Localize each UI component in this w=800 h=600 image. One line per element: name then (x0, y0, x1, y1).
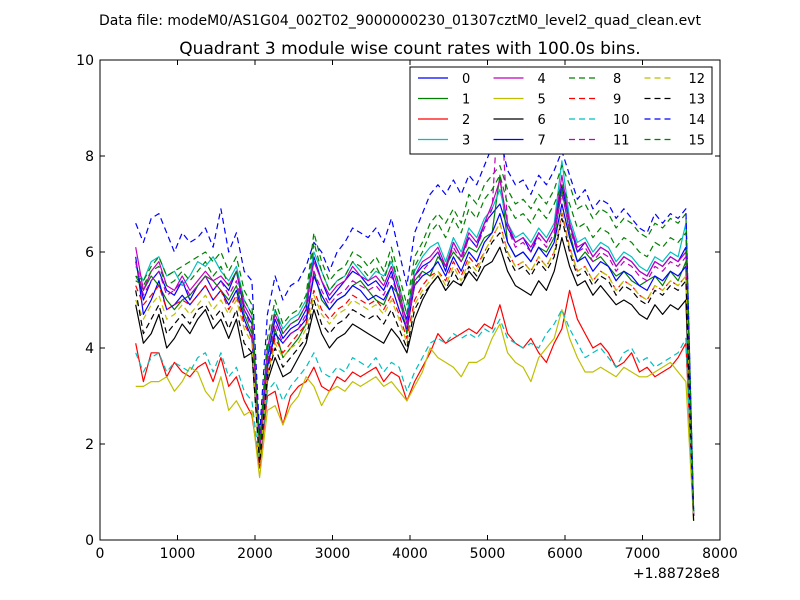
legend-label-4: 4 (538, 72, 546, 87)
y-tick-label: 10 (76, 53, 94, 69)
y-tick-label: 8 (85, 149, 94, 165)
series-line-13 (135, 217, 695, 517)
x-tick-label: 5000 (470, 546, 506, 562)
legend-label-7: 7 (538, 134, 546, 149)
x-tick-label: 0 (96, 546, 105, 562)
legend-label-14: 14 (689, 113, 706, 128)
y-tick-label: 2 (85, 437, 94, 453)
legend-label-0: 0 (462, 72, 470, 87)
series-line-5 (135, 309, 695, 521)
x-tick-label: 4000 (392, 546, 428, 562)
legend-label-8: 8 (613, 72, 621, 87)
legend-label-5: 5 (538, 93, 546, 108)
x-tick-label: 2000 (237, 546, 273, 562)
legend-label-9: 9 (613, 93, 621, 108)
series-line-10 (135, 309, 695, 517)
series-line-4 (135, 174, 695, 517)
series-line-3 (135, 160, 695, 512)
series-line-1 (135, 174, 695, 512)
legend-label-10: 10 (613, 113, 630, 128)
y-tick-label: 0 (85, 533, 94, 549)
y-tick-label: 6 (85, 245, 94, 261)
legend-label-11: 11 (613, 134, 630, 149)
x-tick-label: 1000 (160, 546, 196, 562)
x-offset-label: +1.88728e8 (633, 566, 720, 582)
x-tick-label: 7000 (625, 546, 661, 562)
series-line-14 (135, 136, 695, 512)
series-line-15 (135, 174, 695, 512)
legend-label-6: 6 (538, 113, 546, 128)
legend-box (409, 66, 713, 155)
chart-title: Quadrant 3 module wise count rates with … (179, 39, 640, 59)
series-lines (135, 78, 695, 521)
legend-label-13: 13 (689, 93, 706, 108)
series-line-6 (135, 237, 695, 521)
legend-label-2: 2 (462, 113, 470, 128)
series-line-0 (135, 184, 695, 517)
legend-label-15: 15 (689, 134, 706, 149)
y-tick-label: 4 (85, 341, 94, 357)
legend-label-3: 3 (462, 134, 470, 149)
series-line-9 (135, 213, 695, 517)
x-tick-label: 6000 (547, 546, 583, 562)
legend-label-1: 1 (462, 93, 470, 108)
x-tick-label: 3000 (315, 546, 351, 562)
figure-suptitle: Data file: modeM0/AS1G04_002T02_90000002… (99, 13, 701, 29)
series-line-2 (135, 289, 695, 517)
legend-label-12: 12 (689, 72, 706, 87)
x-tick-label: 8000 (702, 546, 738, 562)
series-line-11 (135, 78, 695, 517)
